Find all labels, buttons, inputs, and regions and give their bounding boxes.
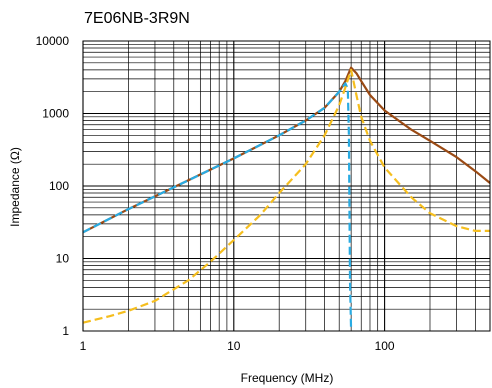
y-tick-label: 1	[62, 324, 69, 338]
tick-labels: 1 10 100 1 10 100 1000 10000	[36, 34, 395, 353]
x-tick-label: 1	[80, 339, 87, 353]
y-tick-label: 10000	[36, 34, 70, 48]
x-tick-label: 100	[375, 339, 395, 353]
series-line-3	[82, 68, 490, 324]
y-tick-label: 100	[49, 179, 69, 193]
y-axis-title: Impedance (Ω)	[8, 147, 22, 227]
x-tick-label: 10	[227, 339, 241, 353]
series-line-1	[82, 66, 491, 234]
grid	[82, 41, 491, 332]
chart-title: 7E06NB-3R9N	[84, 10, 190, 27]
x-axis-title: Frequency (MHz)	[241, 371, 334, 385]
y-tick-label: 10	[56, 252, 70, 266]
plot-frame	[82, 40, 491, 332]
y-tick-label: 1000	[42, 107, 69, 121]
series-lines	[82, 66, 491, 332]
